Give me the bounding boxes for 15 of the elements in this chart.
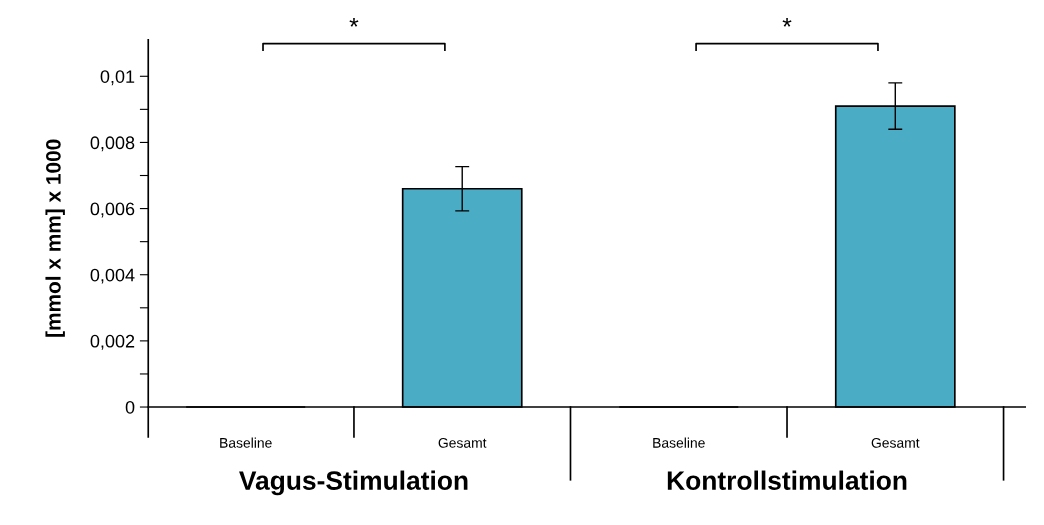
y-axis-title: [mmol x mm] x 1000	[45, 139, 65, 337]
y-tick-label: 0,01	[100, 70, 135, 86]
x-tick-label: Baseline	[220, 437, 272, 448]
x-tick-label: Gesamt	[438, 437, 487, 448]
x-tick-label: Gesamt	[871, 437, 920, 448]
text: Vagus-Stimulation	[239, 470, 468, 496]
text: *	[349, 17, 359, 27]
y-tick-label: 0	[125, 400, 135, 414]
text: Kontrollstimulation	[667, 470, 907, 490]
y-tick-label: 0,008	[90, 136, 135, 152]
x-tick-label: Baseline	[653, 437, 705, 448]
y-tick-label: 0,004	[90, 268, 135, 284]
y-tick-label: 0,006	[90, 202, 135, 218]
text: *	[782, 17, 792, 27]
y-tick-label: 0,002	[90, 334, 135, 350]
